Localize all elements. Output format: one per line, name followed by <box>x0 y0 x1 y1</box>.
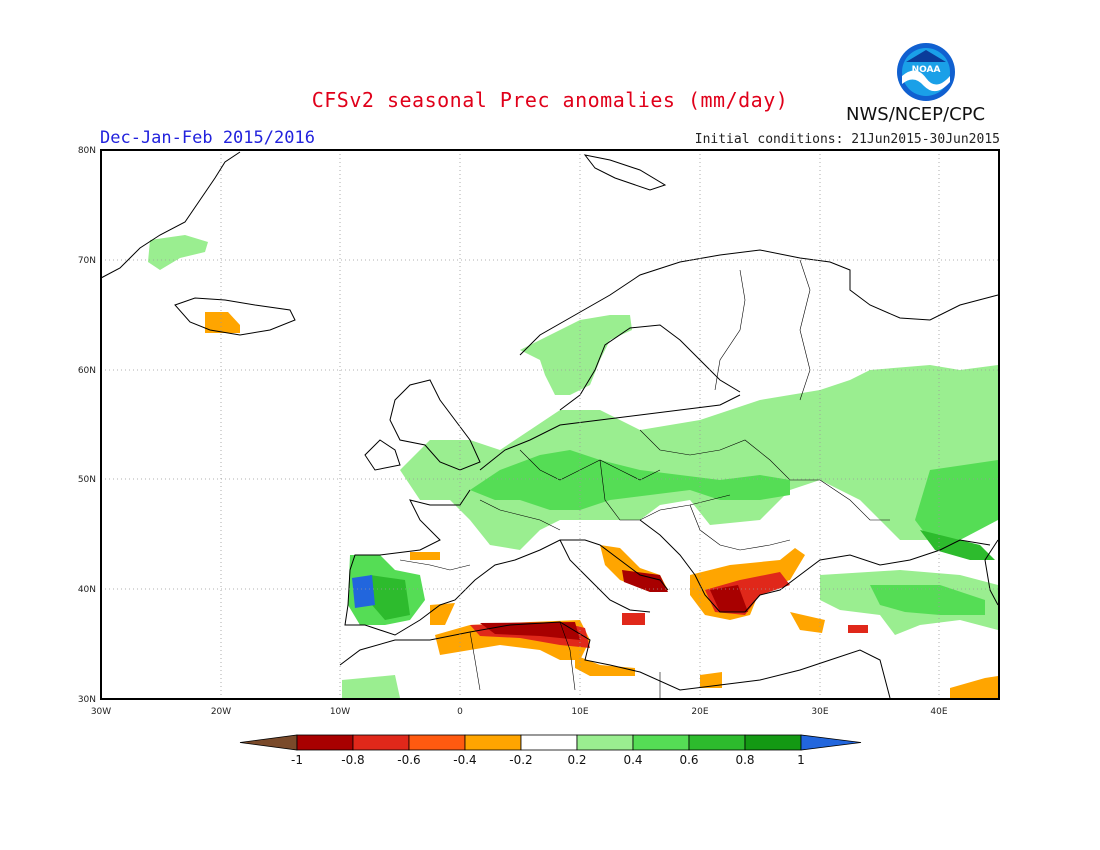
colorbar-swatch <box>464 734 522 751</box>
anomaly-orange-spain-south <box>430 603 455 625</box>
logo-text: NOAA <box>912 65 941 75</box>
anomaly-light-green-greenland <box>148 235 208 270</box>
lon-tick: 20W <box>211 707 231 717</box>
colorbar-label: -0.8 <box>341 753 364 767</box>
coast-greenland <box>100 151 241 279</box>
anomaly-light-green-nafrica <box>342 675 400 698</box>
lon-tick: 20E <box>691 707 708 717</box>
coast-north-africa <box>339 621 891 699</box>
anomaly-green-central <box>470 450 790 510</box>
colorbar-arrow-left <box>239 734 298 751</box>
initial-conditions: Initial conditions: 21Jun2015-30Jun2015 <box>694 132 1000 147</box>
anomaly-green-east <box>915 460 998 540</box>
lon-tick-labels: 30W 20W 10W 0 10E 20E 30E 40E <box>91 707 948 717</box>
anomaly-dark-red-greece <box>710 585 748 612</box>
anomaly-orange-libya <box>575 655 635 676</box>
colorbar-label: -0.2 <box>509 753 532 767</box>
lon-tick: 10W <box>330 707 350 717</box>
lon-tick: 0 <box>457 707 463 717</box>
grid <box>101 150 999 699</box>
anomaly-blue-portugal <box>352 575 375 608</box>
colorbar-label: 0.4 <box>623 753 642 767</box>
coast-svalbard <box>583 154 667 191</box>
lon-tick: 30E <box>811 707 828 717</box>
colorbar-label: -0.6 <box>397 753 420 767</box>
colorbar-label: -1 <box>291 753 303 767</box>
coast-caspian <box>984 539 999 606</box>
anomaly-dark-green-iberia <box>370 575 410 620</box>
colorbar-swatch <box>352 734 410 751</box>
colorbar-swatch <box>744 734 802 751</box>
country-borders <box>399 259 890 698</box>
colorbar-label: 0.8 <box>735 753 754 767</box>
anomaly-orange-iceland <box>205 312 240 333</box>
colorbar-swatch <box>576 734 634 751</box>
colorbar-label: 1 <box>797 753 805 767</box>
anomaly-red-sicily <box>622 613 645 625</box>
anomaly-orange-mideast <box>950 676 998 698</box>
agency-label: NWS/NCEP/CPC <box>846 104 986 125</box>
lat-tick: 80N <box>78 146 96 156</box>
anomaly-dark-red-north-africa <box>480 622 580 640</box>
colorbar-label: 0.2 <box>567 753 586 767</box>
lon-tick: 30W <box>91 707 111 717</box>
colorbar-swatch <box>688 734 746 751</box>
colorbar-swatch <box>520 734 578 751</box>
lat-tick: 70N <box>78 256 96 266</box>
map-title: CFSv2 seasonal Prec anomalies (mm/day) <box>311 88 789 112</box>
colorbar: -1 -0.8 -0.6 -0.4 -0.2 0.2 0.4 0.6 0.8 1 <box>239 734 862 767</box>
lat-tick: 50N <box>78 475 96 485</box>
coast-western-europe <box>344 394 741 636</box>
anomaly-orange-crete <box>790 612 825 633</box>
anomaly-orange-iberia-west <box>410 552 440 560</box>
colorbar-swatch <box>296 734 354 751</box>
coast-iceland <box>174 297 296 336</box>
anomaly-light-green-scandinavia <box>520 315 632 395</box>
coast-uk <box>364 379 481 471</box>
anomaly-green-turkey-core <box>870 585 985 615</box>
anomaly-red-cyprus <box>848 625 868 633</box>
lon-tick: 40E <box>930 707 947 717</box>
colorbar-swatch <box>632 734 690 751</box>
season-period: Dec-Jan-Feb 2015/2016 <box>100 128 315 148</box>
lat-tick-labels: 80N 70N 60N 50N 40N 30N <box>78 146 96 705</box>
anomaly-orange-egypt <box>700 672 722 688</box>
lat-tick: 60N <box>78 366 96 376</box>
lon-tick: 10E <box>571 707 588 717</box>
coast-balkans <box>639 519 991 613</box>
colorbar-label: 0.6 <box>679 753 698 767</box>
anomaly-dark-green-black-sea <box>920 530 995 560</box>
map-frame <box>100 149 1000 700</box>
colorbar-swatch <box>408 734 466 751</box>
anomaly-dark-red-italy <box>622 570 668 592</box>
colorbar-label: -0.4 <box>453 753 476 767</box>
colorbar-arrow-right <box>800 734 862 751</box>
anomaly-fields <box>148 235 998 698</box>
lat-tick: 40N <box>78 585 96 595</box>
lat-tick: 30N <box>78 695 96 705</box>
noaa-logo-icon: NOAA <box>897 43 955 101</box>
coast-italy <box>559 539 651 613</box>
